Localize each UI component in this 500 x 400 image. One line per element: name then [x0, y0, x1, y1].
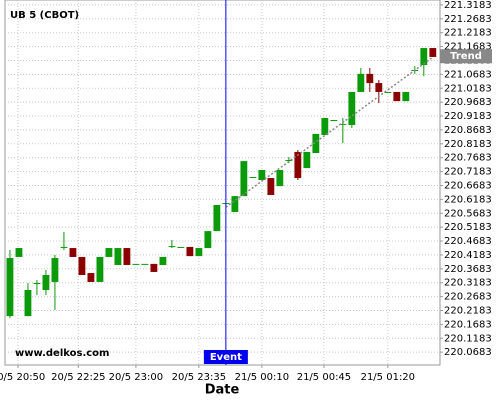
candle-body: [231, 196, 239, 212]
y-tick-label: 220.4183: [444, 250, 492, 261]
candle-body: [339, 123, 347, 125]
candle-body: [159, 256, 167, 265]
y-tick-label: 220.1183: [444, 333, 492, 344]
y-tick-label: 220.7683: [444, 153, 492, 164]
candle-body: [60, 246, 68, 248]
event-label-box: [203, 350, 248, 364]
y-tick-label: 220.1683: [444, 319, 492, 330]
candle-body: [366, 73, 374, 84]
y-tick-label: 220.8683: [444, 125, 492, 136]
x-axis-title: Date: [205, 383, 240, 398]
y-tick-label: 220.9183: [444, 111, 492, 122]
candle-body: [240, 161, 248, 197]
candle-body: [132, 263, 140, 265]
candle-body: [51, 258, 59, 282]
candle-body: [294, 151, 302, 179]
candle-body: [33, 283, 41, 285]
candle-body: [213, 205, 221, 232]
candle-body: [87, 273, 95, 282]
x-tick-label: 20/5 20:50: [0, 372, 45, 383]
trend-label: Trend: [450, 51, 482, 62]
candle-body: [357, 73, 365, 92]
x-tick-label: 20/5 23:00: [109, 372, 163, 383]
candle-body: [78, 256, 86, 275]
y-tick-label: 221.2683: [444, 14, 492, 25]
grid: [5, 0, 440, 365]
candle-body: [204, 231, 212, 249]
candle-body: [375, 83, 383, 92]
trend-line: [225, 56, 434, 208]
y-tick-label: 220.0683: [444, 347, 492, 358]
x-tick-label: 20/5 23:35: [172, 372, 226, 383]
candle-body: [429, 48, 437, 57]
y-tick-label: 220.5683: [444, 208, 492, 219]
trend-label-box: [440, 49, 492, 64]
y-tick-label: 220.4683: [444, 236, 492, 247]
candle-body: [177, 246, 185, 248]
candle-body: [105, 248, 113, 257]
candle-body: [276, 170, 284, 187]
candle-body: [402, 91, 410, 102]
y-tick-label: 220.3683: [444, 264, 492, 275]
candle-body: [150, 263, 158, 272]
candle-body: [384, 91, 392, 93]
y-tick-label: 221.0683: [444, 69, 492, 80]
candle-body: [6, 258, 14, 317]
y-tick-label: 220.8183: [444, 139, 492, 150]
candle-body: [69, 248, 77, 257]
y-tick-label: 220.2183: [444, 305, 492, 316]
candle-body: [15, 248, 23, 257]
candle-body: [114, 248, 122, 265]
candle-body: [141, 263, 149, 265]
candle-body: [195, 248, 203, 257]
candle-body: [258, 170, 266, 180]
y-tick-label: 220.6683: [444, 180, 492, 191]
candle-body: [303, 151, 311, 169]
candle-body: [267, 178, 275, 195]
candle-body: [24, 290, 32, 317]
x-tick-label: 21/5 01:20: [361, 372, 415, 383]
candle-body: [168, 246, 176, 248]
candle-body: [285, 160, 293, 161]
candle-body: [321, 118, 329, 135]
candle-body: [123, 248, 131, 265]
y-tick-label: 221.2183: [444, 28, 492, 39]
candle-body: [312, 133, 320, 154]
candle-body: [96, 256, 104, 282]
y-tick-label: 221.1683: [444, 42, 492, 53]
candle-body: [393, 91, 401, 102]
marks: [6, 48, 437, 319]
candle-body: [186, 246, 194, 257]
y-tick-label: 220.6183: [444, 194, 492, 205]
watermark: www.delkos.com: [15, 348, 109, 359]
event-label: Event: [210, 352, 242, 363]
y-tick-label: 220.9683: [444, 97, 492, 108]
candle-body: [249, 176, 257, 178]
y-tick-label: 220.5183: [444, 222, 492, 233]
x-tick-label: 21/5 00:45: [297, 372, 351, 383]
candle-body: [420, 48, 428, 65]
y-tick-label: 221.3183: [444, 0, 492, 11]
y-tick-label: 221.0183: [444, 83, 492, 94]
y-tick-label: 220.2683: [444, 292, 492, 303]
candle-body: [42, 275, 50, 290]
candle-body: [330, 120, 338, 121]
x-tick-label: 20/5 22:25: [51, 372, 105, 383]
chart-title: UB 5 (CBOT): [10, 10, 79, 21]
y-tick-label: 220.3183: [444, 278, 492, 289]
y-tick-label: 220.7183: [444, 167, 492, 178]
x-tick-label: 21/5 00:10: [235, 372, 289, 383]
candle-body: [348, 91, 356, 125]
